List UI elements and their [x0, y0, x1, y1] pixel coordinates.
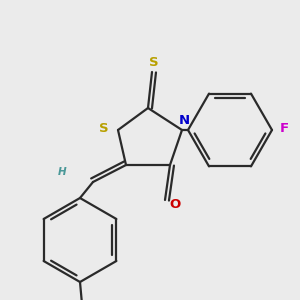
Text: S: S: [149, 56, 159, 68]
Text: H: H: [58, 167, 66, 177]
Text: N: N: [178, 113, 190, 127]
Text: F: F: [279, 122, 289, 134]
Text: S: S: [99, 122, 109, 134]
Text: O: O: [169, 197, 181, 211]
